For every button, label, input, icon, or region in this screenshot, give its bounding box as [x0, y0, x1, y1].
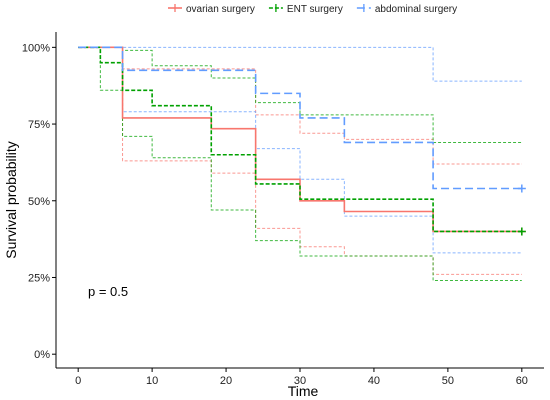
- y-tick-label: 50%: [28, 196, 50, 208]
- survival-curves: [78, 46, 526, 236]
- y-tick-label: 100%: [22, 42, 50, 54]
- ci-lower-1: [78, 46, 522, 282]
- legend-item-2: abdominal surgery: [356, 4, 457, 15]
- y-tick-label: 0%: [34, 349, 50, 361]
- legend-label: abdominal surgery: [375, 4, 457, 15]
- survival-line-0: [78, 46, 522, 233]
- x-tick-label: 0: [75, 375, 81, 387]
- legend-item-0: ovarian surgery: [168, 4, 255, 15]
- legend-item-1: ENT surgery: [268, 4, 343, 15]
- p-value-annotation: p = 0.5: [88, 284, 128, 299]
- censor-mark-1: [517, 227, 526, 236]
- x-axis-title: Time: [288, 383, 319, 399]
- ci-lower-2: [78, 46, 522, 254]
- confidence-bands: [78, 46, 522, 282]
- ci-lower-0: [78, 46, 522, 275]
- x-tick-label: 40: [368, 375, 380, 387]
- legend-label: ENT surgery: [287, 4, 343, 15]
- survival-line-1: [78, 46, 522, 233]
- legend: ovarian surgery ENT surgery abdominal surg…: [168, 4, 457, 15]
- axes: 0 10 20 30 40 50 60 0% 25% 50% 75% 100%: [22, 32, 544, 387]
- x-tick-label: 30: [294, 375, 306, 387]
- y-axis-title: Survival probability: [3, 141, 19, 259]
- censor-mark-2: [517, 184, 526, 193]
- ci-upper-2: [78, 46, 522, 82]
- x-tick-label: 10: [146, 375, 158, 387]
- survival-line-2: [78, 46, 522, 190]
- x-tick-label: 20: [220, 375, 232, 387]
- x-tick-label: 60: [516, 375, 528, 387]
- legend-label: ovarian surgery: [186, 4, 255, 15]
- y-tick-label: 25%: [28, 272, 50, 284]
- y-tick-label: 75%: [28, 119, 50, 131]
- x-tick-label: 50: [442, 375, 454, 387]
